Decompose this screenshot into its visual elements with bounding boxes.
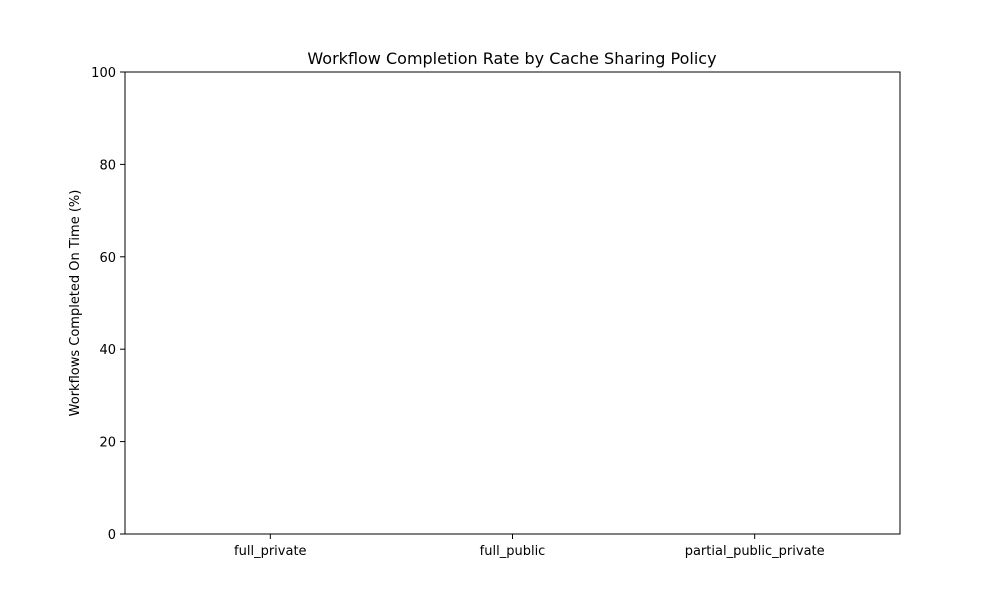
y-tick-label: 60 bbox=[99, 251, 116, 266]
y-tick-label: 20 bbox=[99, 436, 116, 451]
x-tick-label: partial_public_private bbox=[685, 544, 825, 559]
x-tick-label: full_public bbox=[480, 544, 546, 559]
x-axis: full_private full_public partial_public_pr… bbox=[234, 534, 825, 559]
y-tick-label: 80 bbox=[99, 158, 116, 173]
y-tick-label: 100 bbox=[91, 66, 116, 81]
x-tick-label: full_private bbox=[234, 544, 307, 559]
y-tick-label: 0 bbox=[108, 528, 116, 543]
y-axis: 0 20 40 60 80 100 bbox=[91, 66, 125, 543]
y-axis-label: Workflows Completed On Time (%) bbox=[68, 190, 83, 417]
y-tick-label: 40 bbox=[99, 343, 116, 358]
plot-area-frame bbox=[124, 71, 901, 535]
chart-title: Workflow Completion Rate by Cache Sharin… bbox=[307, 49, 716, 68]
